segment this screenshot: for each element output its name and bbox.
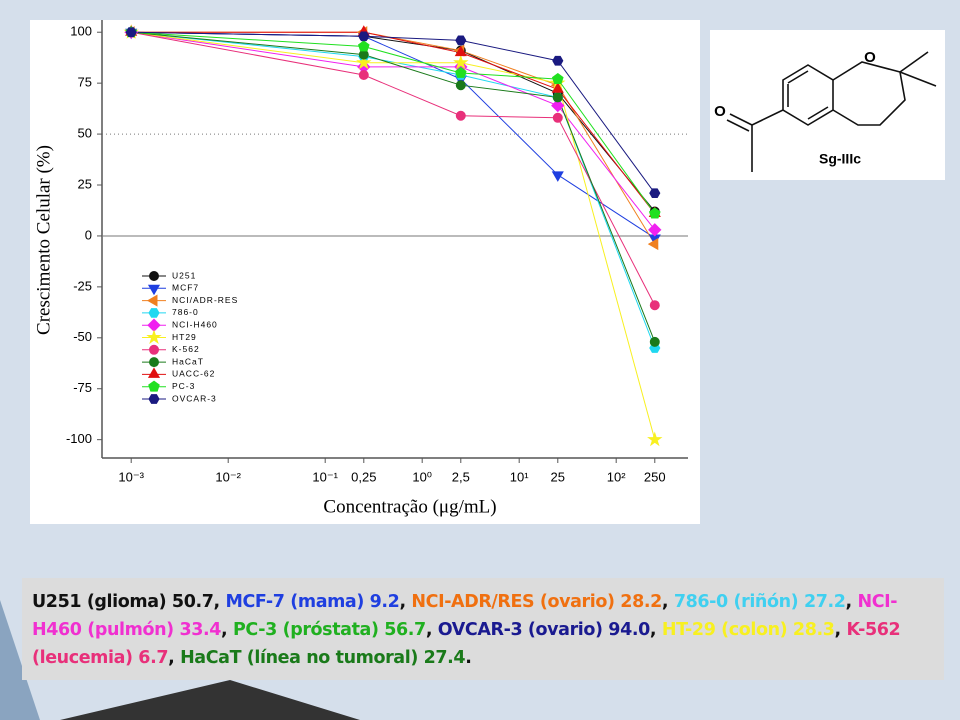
marker — [455, 35, 467, 46]
caption-segment: PC-3 (próstata) 56.7 — [233, 620, 426, 640]
x-tick-label: 10⁻² — [215, 469, 241, 484]
marker — [551, 171, 564, 182]
y-tick-label: -100 — [66, 431, 92, 446]
marker — [649, 336, 660, 347]
x-tick-label: 0,25 — [351, 469, 376, 484]
caption-segment: , — [425, 620, 438, 640]
marker — [649, 300, 660, 311]
molecule — [726, 51, 937, 172]
y-axis-label: Crescimento Celular (%) — [33, 145, 54, 335]
legend-label: HaCaT — [172, 356, 204, 366]
y-tick-label: 100 — [70, 24, 92, 39]
y-tick-label: 50 — [78, 126, 92, 141]
caption-segment: MCF-7 (mama) 9.2 — [225, 592, 400, 612]
x-tick-label: 2,5 — [452, 469, 470, 484]
marker — [552, 112, 563, 123]
caption-segment: , — [661, 592, 674, 612]
marker — [455, 110, 466, 121]
marker — [649, 188, 661, 198]
marker — [147, 318, 161, 332]
marker — [125, 27, 137, 38]
legend-label: U251 — [172, 270, 196, 280]
marker — [148, 308, 160, 318]
marker — [358, 49, 369, 60]
marker — [358, 31, 370, 42]
molecule-label: Sg-IIIc — [819, 151, 861, 167]
atom-label: O — [714, 103, 726, 120]
y-tick-label: 75 — [78, 75, 92, 90]
x-axis-label: Concentração (μg/mL) — [323, 496, 496, 517]
x-tick-label: 10² — [607, 469, 626, 484]
marker — [551, 82, 564, 93]
x-tick-label: 25 — [551, 469, 565, 484]
marker — [149, 357, 159, 368]
caption-segment: HT-29 (colon) 28.3 — [661, 620, 835, 640]
legend-label: K-562 — [172, 344, 200, 354]
marker — [147, 367, 161, 378]
y-tick-label: -75 — [73, 380, 92, 395]
marker — [647, 431, 663, 447]
legend-label: OVCAR-3 — [172, 393, 217, 403]
marker — [148, 394, 160, 404]
marker — [149, 344, 159, 355]
caption-segment: , — [168, 648, 181, 668]
x-tick-label: 250 — [644, 469, 666, 484]
marker — [146, 294, 158, 307]
caption-segment: 786-0 (riñón) 27.2 — [673, 592, 846, 612]
legend-label: NCI-H460 — [172, 319, 218, 329]
chart-panel — [30, 20, 700, 524]
legend-label: 786-0 — [172, 307, 199, 317]
y-tick-label: -50 — [73, 329, 92, 344]
caption-segment: , — [834, 620, 847, 640]
caption-segment: . — [465, 648, 472, 668]
marker — [356, 54, 372, 70]
caption-segment: U251 (glioma) 50.7 — [32, 592, 214, 612]
legend-label: HT29 — [172, 332, 197, 342]
marker — [149, 271, 159, 281]
marker — [551, 72, 564, 85]
marker — [453, 54, 469, 70]
caption-segment: , — [399, 592, 412, 612]
y-tick-label: 0 — [85, 227, 92, 242]
marker — [148, 380, 160, 392]
decoration — [0, 600, 40, 720]
x-tick-label: 10¹ — [510, 469, 529, 484]
y-tick-label: 25 — [78, 176, 92, 191]
legend-label: UACC-62 — [172, 369, 215, 379]
caption-segment: , — [213, 592, 226, 612]
marker — [358, 70, 369, 81]
legend-label: MCF7 — [172, 283, 199, 293]
caption: U251 (glioma) 50.7, MCF-7 (mama) 9.2, NC… — [22, 578, 944, 680]
caption-segment: NCI-ADR/RES (ovario) 28.2 — [411, 592, 662, 612]
marker — [357, 40, 370, 52]
caption-segment: HaCaT (línea no tumoral) 27.4 — [180, 648, 466, 668]
marker — [455, 80, 466, 91]
marker — [147, 284, 161, 296]
marker — [647, 238, 659, 251]
x-tick-label: 10⁰ — [412, 469, 432, 484]
marker — [454, 66, 467, 78]
marker — [146, 329, 162, 345]
caption-segment: OVCAR-3 (ovario) 94.0 — [437, 620, 651, 640]
y-tick-label: -25 — [73, 278, 92, 293]
x-tick-label: 10⁻¹ — [312, 469, 338, 484]
caption-segment: , — [845, 592, 858, 612]
marker — [648, 207, 661, 219]
decoration — [60, 680, 360, 720]
caption-segment: K-562 (leucemia) 6.7 — [32, 620, 901, 668]
legend-label: NCI/ADR-RES — [172, 295, 238, 305]
atom-label: O — [864, 49, 876, 66]
marker — [552, 92, 563, 103]
legend-label: PC-3 — [172, 381, 195, 391]
caption-segment: , — [221, 620, 233, 640]
marker — [552, 55, 564, 66]
marker — [648, 223, 662, 237]
caption-segment: NCI-H460 (pulmón) 33.4 — [32, 592, 898, 640]
marker — [454, 45, 467, 57]
x-tick-label: 10⁻³ — [118, 469, 144, 484]
molecule-panel — [710, 30, 945, 180]
caption-segment: , — [649, 620, 662, 640]
